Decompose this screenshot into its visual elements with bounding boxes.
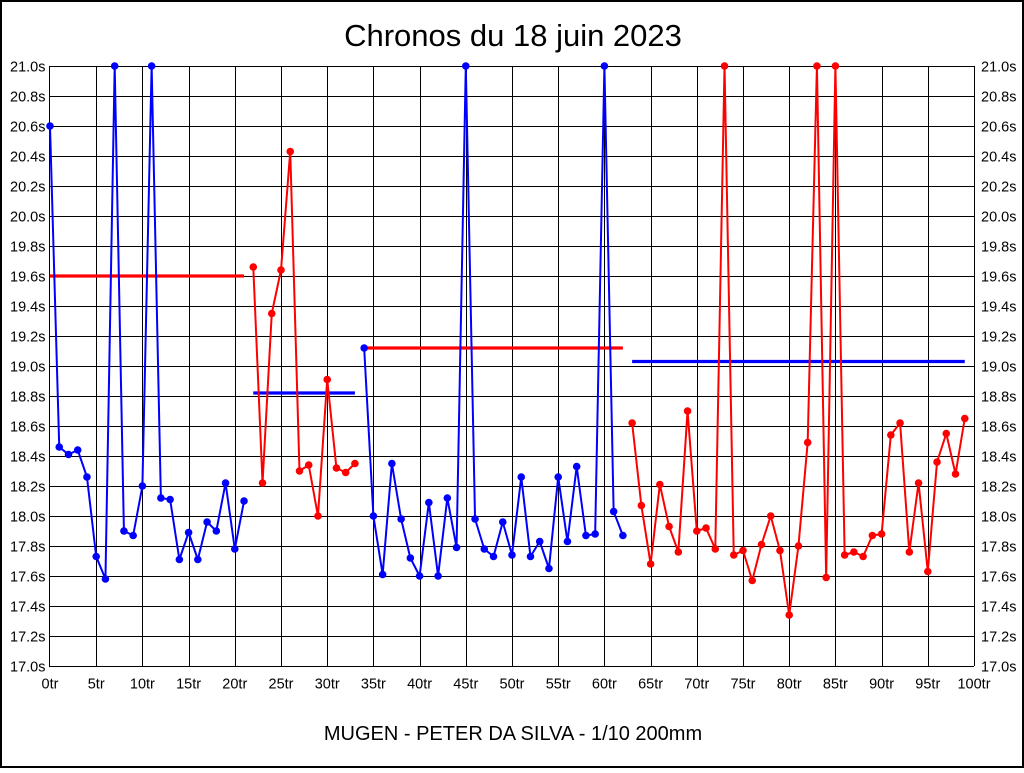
svg-text:19.6s: 19.6s bbox=[10, 270, 45, 286]
svg-text:19.8s: 19.8s bbox=[10, 240, 45, 256]
svg-text:19.2s: 19.2s bbox=[10, 330, 45, 346]
svg-text:0tr: 0tr bbox=[42, 677, 59, 693]
svg-text:20.0s: 20.0s bbox=[10, 210, 45, 226]
svg-text:65tr: 65tr bbox=[638, 677, 663, 693]
svg-text:19.8s: 19.8s bbox=[981, 240, 1016, 256]
svg-text:17.6s: 17.6s bbox=[981, 570, 1016, 586]
svg-text:17.8s: 17.8s bbox=[981, 540, 1016, 556]
svg-text:70tr: 70tr bbox=[684, 677, 709, 693]
svg-text:18.2s: 18.2s bbox=[10, 480, 45, 496]
svg-text:75tr: 75tr bbox=[731, 677, 756, 693]
svg-text:18.0s: 18.0s bbox=[981, 510, 1016, 526]
svg-text:20.8s: 20.8s bbox=[10, 90, 45, 106]
svg-text:20.4s: 20.4s bbox=[10, 150, 45, 166]
svg-text:17.0s: 17.0s bbox=[10, 660, 45, 676]
svg-text:20.0s: 20.0s bbox=[981, 210, 1016, 226]
svg-text:35tr: 35tr bbox=[361, 677, 386, 693]
svg-text:20tr: 20tr bbox=[222, 677, 247, 693]
svg-text:10tr: 10tr bbox=[130, 677, 155, 693]
svg-text:100tr: 100tr bbox=[957, 677, 990, 693]
svg-text:19.4s: 19.4s bbox=[981, 300, 1016, 316]
svg-text:20.6s: 20.6s bbox=[10, 120, 45, 136]
svg-text:45tr: 45tr bbox=[453, 677, 478, 693]
svg-text:95tr: 95tr bbox=[915, 677, 940, 693]
svg-text:30tr: 30tr bbox=[315, 677, 340, 693]
svg-text:18.2s: 18.2s bbox=[981, 480, 1016, 496]
svg-text:90tr: 90tr bbox=[869, 677, 894, 693]
svg-text:Chronos du 18 juin 2023: Chronos du 18 juin 2023 bbox=[344, 18, 682, 53]
svg-text:50tr: 50tr bbox=[500, 677, 525, 693]
svg-text:18.0s: 18.0s bbox=[10, 510, 45, 526]
svg-text:19.2s: 19.2s bbox=[981, 330, 1016, 346]
svg-text:85tr: 85tr bbox=[823, 677, 848, 693]
svg-text:21.0s: 21.0s bbox=[981, 60, 1016, 76]
svg-text:15tr: 15tr bbox=[176, 677, 201, 693]
svg-text:60tr: 60tr bbox=[592, 677, 617, 693]
svg-text:20.2s: 20.2s bbox=[10, 180, 45, 196]
svg-text:18.6s: 18.6s bbox=[10, 420, 45, 436]
svg-text:18.4s: 18.4s bbox=[981, 450, 1016, 466]
svg-text:20.2s: 20.2s bbox=[981, 180, 1016, 196]
svg-text:20.4s: 20.4s bbox=[981, 150, 1016, 166]
svg-text:19.0s: 19.0s bbox=[10, 360, 45, 376]
svg-text:20.6s: 20.6s bbox=[981, 120, 1016, 136]
svg-text:17.4s: 17.4s bbox=[10, 600, 45, 616]
svg-text:17.4s: 17.4s bbox=[981, 600, 1016, 616]
svg-text:17.8s: 17.8s bbox=[10, 540, 45, 556]
svg-text:5tr: 5tr bbox=[88, 677, 105, 693]
svg-text:18.6s: 18.6s bbox=[981, 420, 1016, 436]
svg-text:18.8s: 18.8s bbox=[10, 390, 45, 406]
svg-text:17.2s: 17.2s bbox=[10, 630, 45, 646]
svg-text:20.8s: 20.8s bbox=[981, 90, 1016, 106]
svg-text:18.4s: 18.4s bbox=[10, 450, 45, 466]
svg-text:40tr: 40tr bbox=[407, 677, 432, 693]
svg-text:25tr: 25tr bbox=[269, 677, 294, 693]
svg-text:80tr: 80tr bbox=[777, 677, 802, 693]
svg-text:MUGEN - PETER DA SILVA - 1/10: MUGEN - PETER DA SILVA - 1/10 200mm bbox=[324, 723, 702, 745]
svg-text:21.0s: 21.0s bbox=[10, 60, 45, 76]
svg-text:19.6s: 19.6s bbox=[981, 270, 1016, 286]
svg-text:17.2s: 17.2s bbox=[981, 630, 1016, 646]
svg-text:18.8s: 18.8s bbox=[981, 390, 1016, 406]
svg-text:19.4s: 19.4s bbox=[10, 300, 45, 316]
svg-text:55tr: 55tr bbox=[546, 677, 571, 693]
svg-text:17.0s: 17.0s bbox=[981, 660, 1016, 676]
svg-text:19.0s: 19.0s bbox=[981, 360, 1016, 376]
svg-text:17.6s: 17.6s bbox=[10, 570, 45, 586]
